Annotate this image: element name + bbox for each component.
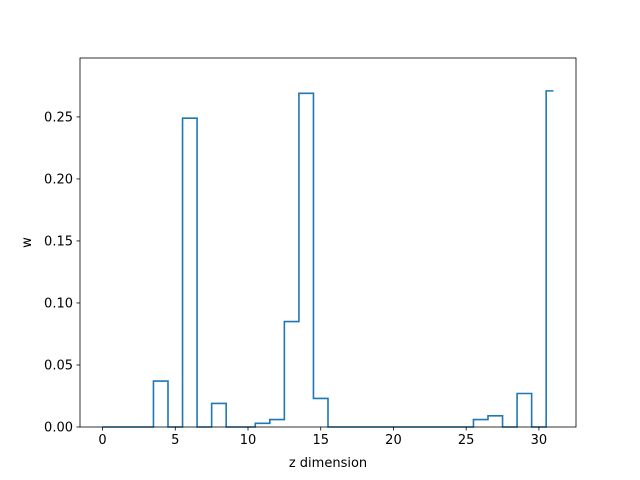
x-axis-label: z dimension [289, 456, 367, 471]
axes: 0 5 10 15 20 25 30 0.00 0.05 0.10 0.15 0.20 0.25 [44, 57, 577, 448]
x-tick-label: 5 [171, 433, 179, 448]
x-tick-label: 10 [240, 433, 257, 448]
x-tick-label: 20 [385, 433, 402, 448]
y-tick-label: 0.20 [44, 172, 73, 187]
x-tick-label: 15 [312, 433, 329, 448]
y-tick-label: 0.10 [44, 296, 73, 311]
y-tick-label: 0.15 [44, 234, 73, 249]
x-tick-label: 0 [98, 433, 106, 448]
y-axis-label: w [20, 237, 35, 248]
series-line [102, 90, 554, 428]
x-tick-label: 30 [531, 433, 548, 448]
axes-frame [79, 57, 577, 428]
y-tick-label: 0.00 [44, 421, 73, 436]
y-tick-label: 0.25 [44, 110, 73, 125]
y-tick-label: 0.05 [44, 358, 73, 373]
x-tick-label: 25 [458, 433, 475, 448]
plot-area [102, 90, 554, 428]
